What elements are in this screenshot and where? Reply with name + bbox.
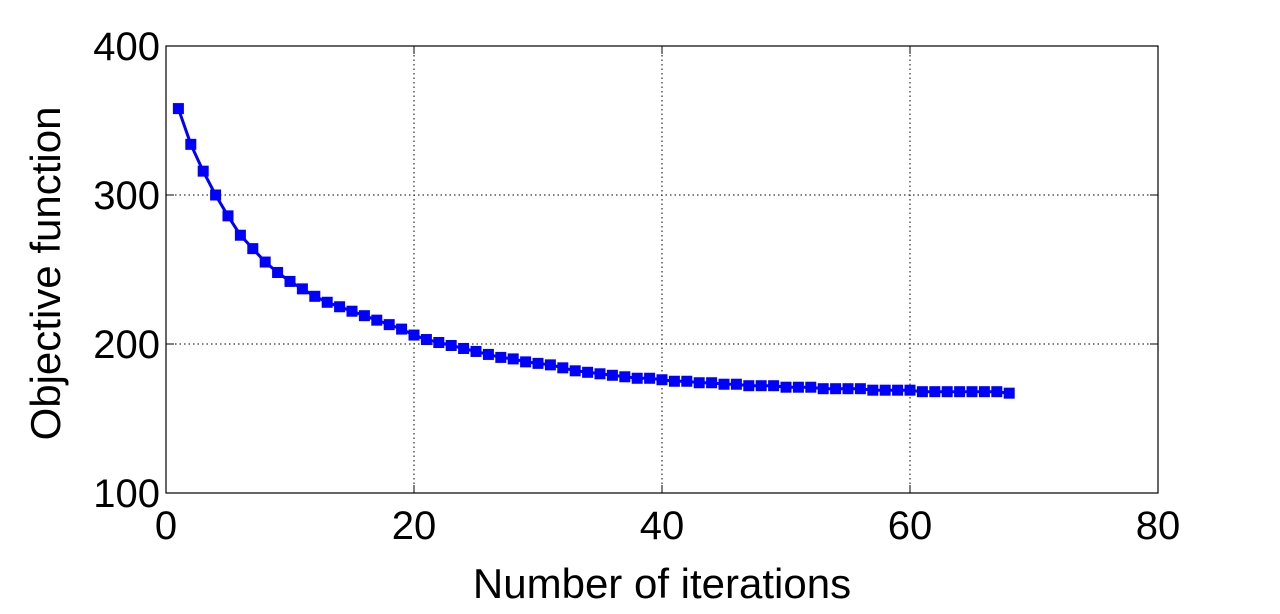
data-point (309, 290, 321, 302)
x-tick-labels: 0 20 40 60 80 (155, 504, 1180, 548)
data-point (954, 386, 966, 398)
data-point (867, 384, 879, 396)
x-tick-label: 80 (1136, 504, 1181, 548)
data-point (854, 383, 866, 395)
data-point (544, 359, 556, 371)
plot-area-frame (165, 45, 1159, 494)
data-point (656, 374, 668, 386)
data-point (792, 381, 804, 393)
data-point (582, 366, 594, 378)
data-point (693, 377, 705, 389)
y-tick-label: 100 (93, 472, 160, 516)
data-point (383, 319, 395, 331)
x-tick-label: 40 (640, 504, 685, 548)
y-axis-label: Objective function (22, 107, 69, 441)
y-tick-label: 300 (93, 174, 160, 218)
data-point (1003, 387, 1015, 399)
data-point (557, 362, 569, 374)
data-point (904, 384, 916, 396)
data-point (272, 266, 284, 278)
data-point (730, 378, 742, 390)
data-point (532, 357, 544, 369)
data-point (507, 353, 519, 365)
data-series (172, 103, 1015, 399)
data-point (458, 342, 470, 354)
data-point (718, 378, 730, 390)
data-point (408, 329, 420, 341)
data-point (991, 386, 1003, 398)
data-point (805, 381, 817, 393)
data-point (631, 372, 643, 384)
data-point (743, 380, 755, 392)
data-point (358, 310, 370, 322)
data-point (941, 386, 953, 398)
data-point (916, 386, 928, 398)
data-point (619, 371, 631, 383)
data-point (334, 301, 346, 313)
data-point (830, 383, 842, 395)
data-point (222, 210, 234, 222)
data-point (879, 384, 891, 396)
data-point (371, 314, 383, 326)
series-line (176, 108, 1010, 395)
data-point (892, 384, 904, 396)
y-tick-label: 200 (93, 323, 160, 367)
data-point (420, 334, 432, 346)
data-point (978, 386, 990, 398)
data-point (681, 375, 693, 387)
data-point (259, 256, 271, 268)
data-point (284, 275, 296, 287)
data-point (495, 351, 507, 363)
x-tick-label: 60 (888, 504, 933, 548)
data-point (817, 383, 829, 395)
data-point (668, 375, 680, 387)
data-point (197, 165, 209, 177)
y-tick-label: 400 (93, 25, 160, 69)
data-point (396, 323, 408, 335)
data-point (247, 243, 259, 255)
data-point (296, 283, 308, 295)
y-tick-labels: 100 200 300 400 (93, 25, 160, 516)
grid-lines (165, 45, 1159, 494)
data-point (644, 372, 656, 384)
data-point (172, 103, 184, 115)
data-point (210, 189, 222, 201)
x-tick-label: 0 (155, 504, 177, 548)
data-point (842, 383, 854, 395)
data-point (346, 305, 358, 317)
data-point (321, 296, 333, 308)
x-tick-label: 20 (392, 504, 437, 548)
data-point (470, 345, 482, 357)
data-point (706, 377, 718, 389)
data-point (929, 386, 941, 398)
data-point (594, 368, 606, 380)
x-axis-label: Number of iterations (473, 560, 851, 607)
data-point (966, 386, 978, 398)
data-point (768, 380, 780, 392)
data-point (569, 365, 581, 377)
data-point (482, 348, 494, 360)
data-point (606, 369, 618, 381)
data-point (433, 337, 445, 349)
data-point (520, 356, 532, 368)
data-point (755, 380, 767, 392)
data-point (234, 229, 246, 241)
data-point (780, 381, 792, 393)
data-point (185, 138, 197, 150)
data-point (445, 339, 457, 351)
